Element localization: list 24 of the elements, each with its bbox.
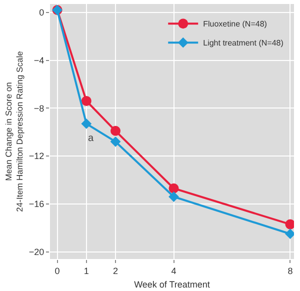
y-axis-title: Mean Change in Score on 24-Item Hamilton Depression Rating Scale (3, 50, 24, 212)
point (81, 96, 92, 106)
point (81, 118, 92, 129)
x-tick-label: 4 (171, 266, 176, 276)
point (285, 228, 294, 240)
y-tick-label: 0 (39, 8, 44, 18)
point (110, 136, 121, 147)
point (110, 126, 121, 136)
y-tick-label: −8 (34, 103, 44, 114)
point (168, 192, 179, 202)
y-tick-label: −16 (28, 199, 44, 210)
y-tick-label: −20 (28, 246, 44, 257)
point (285, 219, 294, 230)
x-tick-label: 2 (113, 266, 118, 276)
x-tick-label: 8 (288, 266, 293, 276)
y-tick-label: −4 (34, 55, 44, 66)
legend-label: Fluoxetine (N=48) (203, 20, 268, 29)
x-axis-title: Week of Treatment (134, 280, 210, 290)
annotation: a (88, 133, 94, 144)
y-tick-label: −12 (28, 151, 44, 162)
x-tick-label: 0 (54, 266, 60, 276)
point (168, 183, 179, 194)
x-tick-label: 1 (84, 266, 89, 276)
legend-label: Light treatment (N=48) (203, 38, 284, 48)
